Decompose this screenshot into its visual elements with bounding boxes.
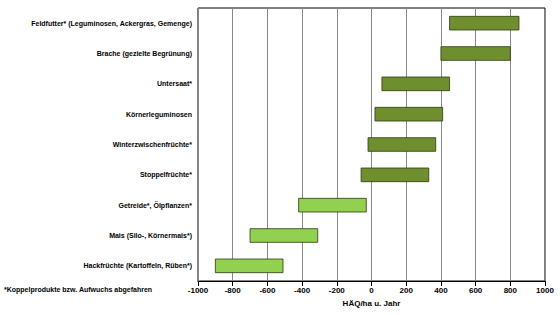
svg-text:Stoppelfrüchte*: Stoppelfrüchte* <box>140 171 192 179</box>
svg-text:1000: 1000 <box>536 286 554 295</box>
svg-text:Winterzwischenfrüchte*: Winterzwischenfrüchte* <box>113 141 193 148</box>
svg-text:0: 0 <box>369 286 374 295</box>
svg-text:Hackfrüchte (Kartoffeln, Rüben: Hackfrüchte (Kartoffeln, Rüben*) <box>83 262 192 270</box>
svg-text:Feldfutter* (Leguminosen, Acke: Feldfutter* (Leguminosen, Ackergras, Gem… <box>31 20 192 28</box>
svg-text:-600: -600 <box>259 286 276 295</box>
svg-text:-200: -200 <box>329 286 346 295</box>
svg-text:200: 200 <box>400 286 414 295</box>
svg-text:HÄQ/ha u. Jahr: HÄQ/ha u. Jahr <box>343 299 401 308</box>
svg-text:600: 600 <box>469 286 483 295</box>
svg-text:-400: -400 <box>294 286 311 295</box>
svg-text:Mais (Silo-, Körnermais*): Mais (Silo-, Körnermais*) <box>109 232 192 240</box>
svg-text:800: 800 <box>504 286 518 295</box>
svg-text:Körnerleguminosen: Körnerleguminosen <box>126 111 192 119</box>
svg-text:-1000: -1000 <box>188 286 209 295</box>
svg-text:Getreide*, Ölpflanzen*: Getreide*, Ölpflanzen* <box>118 201 192 210</box>
svg-text:400: 400 <box>434 286 448 295</box>
svg-text:Untersaat*: Untersaat* <box>157 80 192 87</box>
svg-text:*Koppelprodukte bzw. Aufwuchs: *Koppelprodukte bzw. Aufwuchs abgefahren <box>4 286 152 294</box>
svg-text:-800: -800 <box>225 286 242 295</box>
svg-text:Brache (gezielte Begrünung): Brache (gezielte Begrünung) <box>97 50 192 58</box>
